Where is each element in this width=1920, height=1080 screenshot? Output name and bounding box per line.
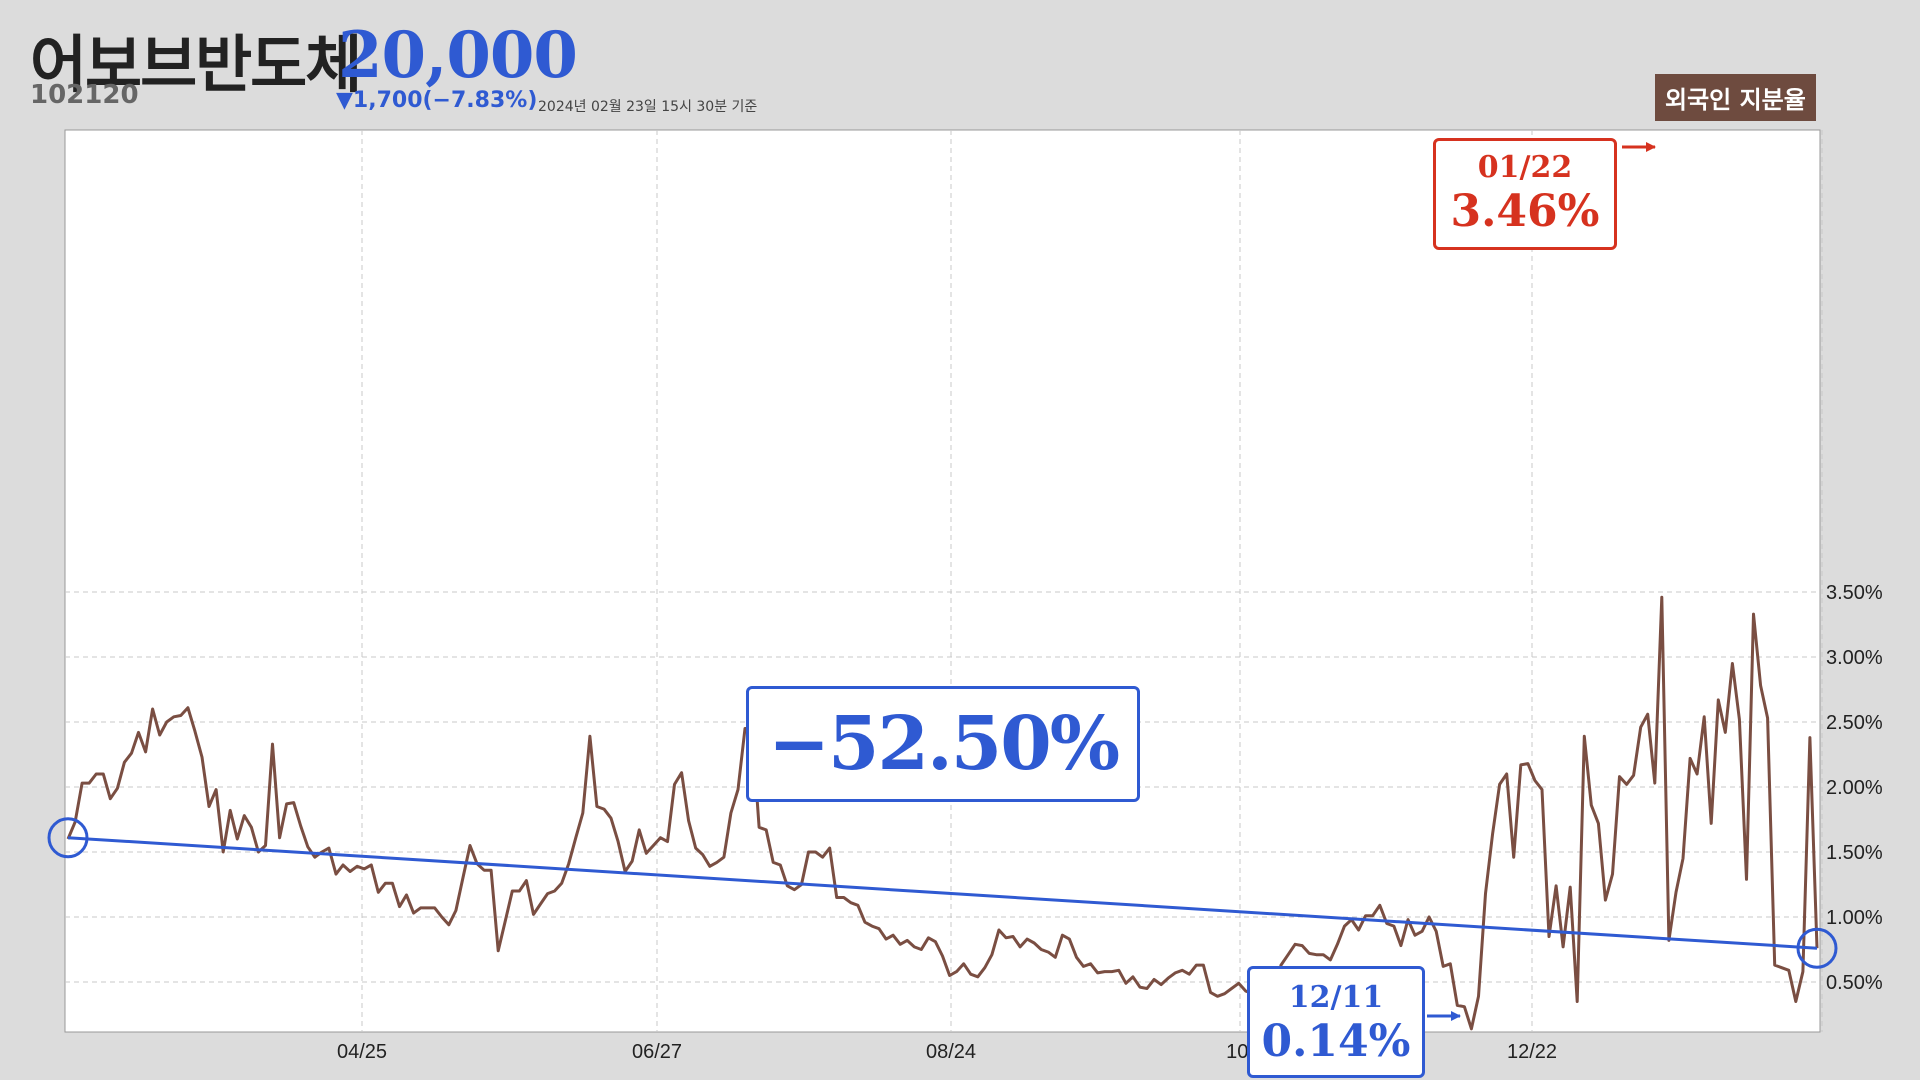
x-tick-label: 12/22 [1507,1041,1557,1063]
y-tick-label: 1.00% [1826,907,1883,929]
y-tick-label: 3.00% [1826,647,1883,669]
max-callout: 01/22 3.46% [1433,138,1617,250]
max-value: 3.46% [1450,186,1600,237]
change-callout: −52.50% [746,686,1140,802]
trend-line [67,836,1818,950]
stock-name: 어보브반도체 [30,28,362,101]
max-date: 01/22 [1477,150,1573,185]
price-change: ▼1,700(−7.83%) [336,88,538,113]
min-value: 0.14% [1261,1016,1411,1067]
y-tick-label: 2.00% [1826,777,1883,799]
y-tick-label: 1.50% [1826,842,1883,864]
chart-title-badge: 외국인 지분율 [1655,74,1816,121]
trend-end-marker [1796,927,1838,969]
y-tick-label: 0.50% [1826,972,1883,994]
y-axis: 0.50% 1.00% 1.50% 2.00% 2.50% 3.00% 3.50% [1826,582,1883,994]
x-tick-label: 08/24 [926,1041,976,1063]
y-tick-label: 3.50% [1826,582,1883,604]
x-tick-label: 06/27 [632,1041,682,1063]
ownership-series-line [66,595,1819,1031]
stock-code: 102120 [30,80,139,110]
timestamp: 2024년 02월 23일 15시 30분 기준 [538,99,758,115]
min-date: 12/11 [1288,980,1384,1015]
grid-lines [65,130,1823,1032]
plot-area [64,129,1821,1033]
trend-start-marker [47,817,89,859]
y-tick-label: 2.50% [1826,712,1883,734]
min-callout: 12/11 0.14% [1247,966,1425,1078]
stock-price: 20,000 [338,18,578,93]
x-tick-label: 04/25 [337,1041,387,1063]
